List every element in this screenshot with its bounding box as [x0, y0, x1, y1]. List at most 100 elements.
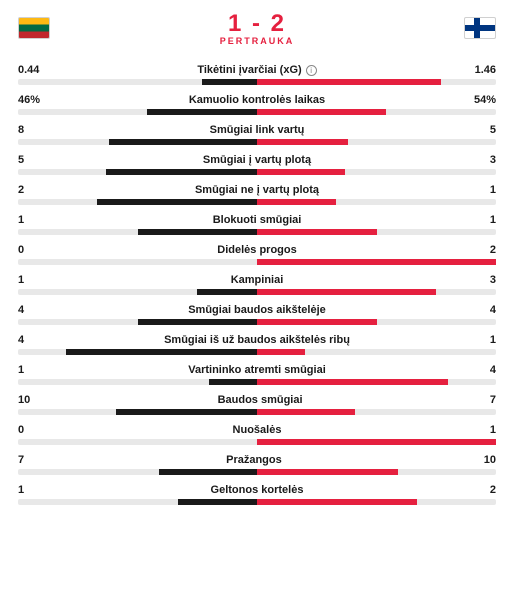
home-bar — [109, 139, 257, 145]
away-bar — [257, 259, 496, 265]
home-bar — [138, 319, 258, 325]
away-bar — [257, 79, 441, 85]
stat-label: Smūgiai baudos aikštelėje — [188, 304, 326, 316]
stat-row: 1 Vartininko atremti smūgiai 4 — [18, 364, 496, 385]
away-bar — [257, 379, 448, 385]
stat-bar — [18, 229, 496, 235]
stat-label: Nuošalės — [233, 424, 282, 436]
stat-away-value: 1 — [490, 334, 496, 346]
away-flag-icon — [464, 17, 496, 39]
home-bar — [97, 199, 257, 205]
away-bar — [257, 499, 417, 505]
info-icon[interactable]: i — [306, 65, 317, 76]
away-bar — [257, 349, 305, 355]
stat-home-value: 1 — [18, 484, 24, 496]
stat-away-value: 7 — [490, 394, 496, 406]
stat-row: 2 Smūgiai ne į vartų plotą 1 — [18, 184, 496, 205]
stat-label: Blokuoti smūgiai — [213, 214, 302, 226]
home-bar — [147, 109, 257, 115]
stat-header: 7Pražangos 10 — [18, 454, 496, 466]
home-bar — [138, 229, 258, 235]
home-flag-icon — [18, 17, 50, 39]
stat-away-value: 1.46 — [475, 64, 496, 76]
stat-label: Smūgiai link vartų — [210, 124, 305, 136]
stat-label: Didelės progos — [217, 244, 296, 256]
stat-away-value: 5 — [490, 124, 496, 136]
stat-away-value: 4 — [490, 364, 496, 376]
stat-bar — [18, 199, 496, 205]
score-block: 1 - 2 PERTRAUKA — [220, 10, 295, 46]
stat-away-value: 1 — [490, 184, 496, 196]
stat-home-value: 0 — [18, 424, 24, 436]
stat-header: 5Smūgiai į vartų plotą 3 — [18, 154, 496, 166]
stat-bar — [18, 79, 496, 85]
stat-header: 4 Smūgiai iš už baudos aikštelės ribų 1 — [18, 334, 496, 346]
stat-row: 10Baudos smūgiai 7 — [18, 394, 496, 415]
stat-label: Kampiniai — [231, 274, 284, 286]
stat-bar — [18, 439, 496, 445]
stat-home-value: 1 — [18, 214, 24, 226]
stat-home-value: 2 — [18, 184, 24, 196]
stat-away-value: 10 — [484, 454, 496, 466]
score: 1 - 2 — [220, 10, 295, 38]
home-bar — [159, 469, 257, 475]
stat-header: 46% Kamuolio kontrolės laikas 54% — [18, 94, 496, 106]
stat-label: Tikėtini įvarčiai (xG) i — [197, 64, 316, 76]
stat-header: 0Didelės progos 2 — [18, 244, 496, 256]
stat-header: 1Geltonos kortelės 2 — [18, 484, 496, 496]
stat-header: 2 Smūgiai ne į vartų plotą 1 — [18, 184, 496, 196]
stat-row: 0.44Tikėtini įvarčiai (xG) i1.46 — [18, 64, 496, 85]
stat-row: 5Smūgiai į vartų plotą 3 — [18, 154, 496, 175]
stat-label: Smūgiai ne į vartų plotą — [195, 184, 319, 196]
away-bar — [257, 199, 336, 205]
stat-label: Smūgiai į vartų plotą — [203, 154, 311, 166]
stat-bar — [18, 319, 496, 325]
stat-bar — [18, 349, 496, 355]
home-bar — [178, 499, 257, 505]
away-bar — [257, 169, 345, 175]
stat-header: 4 Smūgiai baudos aikštelėje 4 — [18, 304, 496, 316]
stat-header: 1 Vartininko atremti smūgiai 4 — [18, 364, 496, 376]
stat-bar — [18, 289, 496, 295]
home-bar — [202, 79, 257, 85]
home-bar — [209, 379, 257, 385]
stat-row: 46% Kamuolio kontrolės laikas 54% — [18, 94, 496, 115]
stat-bar — [18, 109, 496, 115]
stat-home-value: 7 — [18, 454, 24, 466]
stat-home-value: 5 — [18, 154, 24, 166]
stat-home-value: 1 — [18, 274, 24, 286]
stat-bar — [18, 409, 496, 415]
stat-bar — [18, 379, 496, 385]
stat-row: 1Kampiniai 3 — [18, 274, 496, 295]
stat-home-value: 4 — [18, 334, 24, 346]
stat-header: 1Kampiniai 3 — [18, 274, 496, 286]
stat-row: 7Pražangos 10 — [18, 454, 496, 475]
stat-label: Kamuolio kontrolės laikas — [189, 94, 325, 106]
stat-label: Smūgiai iš už baudos aikštelės ribų — [164, 334, 350, 346]
stat-bar — [18, 499, 496, 505]
stat-home-value: 1 — [18, 364, 24, 376]
stat-home-value: 4 — [18, 304, 24, 316]
stat-row: 0Didelės progos 2 — [18, 244, 496, 265]
away-bar — [257, 319, 377, 325]
stat-away-value: 54% — [474, 94, 496, 106]
stat-row: 1Blokuoti smūgiai 1 — [18, 214, 496, 235]
stat-home-value: 8 — [18, 124, 24, 136]
stat-home-value: 46% — [18, 94, 40, 106]
stat-header: 1Blokuoti smūgiai 1 — [18, 214, 496, 226]
stat-away-value: 4 — [490, 304, 496, 316]
stat-label: Vartininko atremti smūgiai — [188, 364, 326, 376]
stat-row: 1Geltonos kortelės 2 — [18, 484, 496, 505]
stat-header: 0.44Tikėtini įvarčiai (xG) i1.46 — [18, 64, 496, 76]
stat-header: 0Nuošalės 1 — [18, 424, 496, 436]
away-bar — [257, 109, 386, 115]
stat-label: Baudos smūgiai — [218, 394, 303, 406]
home-bar — [197, 289, 257, 295]
stat-bar — [18, 139, 496, 145]
away-bar — [257, 409, 355, 415]
stat-bar — [18, 469, 496, 475]
away-bar — [257, 229, 377, 235]
stat-row: 4 Smūgiai baudos aikštelėje 4 — [18, 304, 496, 325]
home-bar — [66, 349, 257, 355]
stat-row: 8 Smūgiai link vartų 5 — [18, 124, 496, 145]
